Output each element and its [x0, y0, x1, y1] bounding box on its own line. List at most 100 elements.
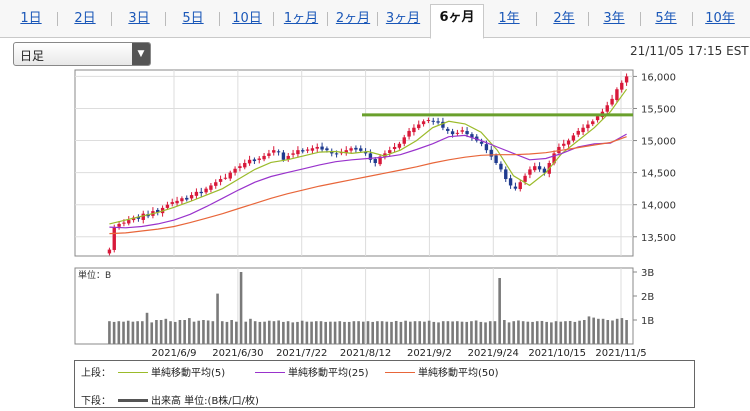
candle-body [223, 177, 228, 179]
candle-body [238, 166, 242, 169]
volume-bar [150, 322, 154, 344]
volume-bar [371, 321, 375, 344]
legend-upper-row: 上段： [81, 364, 111, 379]
volume-bar [338, 321, 342, 344]
tab-1d[interactable]: 1日 [20, 11, 42, 26]
interval-select[interactable]: 日足 ▼ [13, 42, 151, 66]
volume-bar [173, 321, 177, 344]
x-tick-label: 2021/10/15 [528, 348, 586, 359]
candle-body [591, 121, 595, 125]
tab-2m[interactable]: 2ヶ月 [335, 11, 371, 26]
volume-bar [314, 321, 318, 344]
x-tick-label: 2021/9/24 [468, 348, 519, 359]
volume-bar [310, 321, 313, 344]
candle-body [557, 146, 561, 153]
volume-bar [517, 320, 520, 344]
chevron-down-icon[interactable]: ▼ [132, 43, 150, 65]
tab-divider [692, 12, 693, 26]
tab-2d[interactable]: 2日 [74, 11, 96, 26]
volume-bar [498, 278, 501, 344]
candle-body [141, 213, 145, 220]
candle-body [165, 204, 170, 208]
volume-bar [568, 320, 572, 344]
tab-3m[interactable]: 3ヶ月 [385, 11, 421, 26]
volume-bar [573, 321, 577, 344]
volume-bar [488, 321, 492, 344]
volume-bar [112, 321, 116, 344]
x-tick-label: 2021/11/5 [595, 348, 646, 359]
candle-body [281, 152, 286, 160]
volume-bar [230, 320, 233, 344]
tab-2y[interactable]: 2年 [553, 11, 575, 26]
candle-body [407, 130, 411, 137]
volume-bar [319, 321, 323, 344]
legend-ma50-label: 単純移動平均(50) [418, 368, 499, 379]
tab-10d[interactable]: 10日 [232, 11, 262, 26]
volume-bar [611, 320, 614, 344]
volume-bar [202, 320, 205, 344]
tab-5d[interactable]: 5日 [182, 11, 204, 26]
volume-bar [474, 320, 478, 344]
candle-body [320, 146, 324, 150]
volume-bar [164, 318, 168, 344]
candle-body [344, 150, 348, 154]
volume-bar [366, 321, 370, 344]
volume-bar [456, 321, 459, 344]
volume-bar [479, 321, 483, 344]
candle-body [228, 172, 232, 179]
price-panel: 16,000 15,500 15,000 14,500 14,000 13,500 [74, 69, 676, 257]
candle-body [175, 200, 179, 204]
candle-body [470, 134, 474, 138]
candle-body [431, 120, 435, 122]
volume-bar [333, 321, 337, 344]
candle-body [204, 188, 208, 193]
legend-volume: 出来高 単位:(B株/口/枚) [118, 392, 259, 407]
candle-body [436, 121, 440, 123]
tab-6m[interactable]: 6ヶ月 [430, 4, 484, 39]
tab-3d[interactable]: 3日 [128, 11, 150, 26]
volume-bar [145, 312, 149, 344]
candle-body [479, 141, 484, 144]
volume-bar [300, 320, 304, 344]
tab-divider [327, 12, 328, 26]
volume-bar [507, 322, 511, 344]
candle-body [581, 127, 585, 133]
candle-body [562, 143, 566, 146]
candle-body [586, 124, 590, 129]
tab-10y[interactable]: 10年 [705, 11, 735, 26]
volume-bar [136, 321, 139, 344]
tab-1y[interactable]: 1年 [498, 11, 520, 26]
volume-bar [188, 318, 191, 344]
volume-panel: 3B 2B 1B 単位：B [74, 267, 654, 345]
volume-bar [437, 322, 440, 344]
legend-ma5-swatch [118, 371, 148, 373]
candle-body [484, 144, 489, 151]
volume-bar [625, 320, 628, 344]
tab-1m[interactable]: 1ヶ月 [283, 11, 319, 26]
moving-average-line [109, 88, 628, 225]
candle-body [441, 121, 445, 128]
volume-bar [545, 321, 548, 344]
volume-bar [122, 321, 125, 344]
candle-body [475, 136, 479, 141]
volume-bar [418, 321, 422, 344]
candle-body [624, 76, 629, 83]
tab-5y[interactable]: 5年 [655, 11, 677, 26]
volume-bar [582, 320, 586, 344]
candle-body [542, 168, 547, 173]
volume-bar [578, 320, 581, 344]
tab-3y[interactable]: 3年 [603, 11, 625, 26]
candle-body [595, 116, 600, 121]
timestamp: 21/11/05 17:15 EST [630, 44, 749, 58]
candle-body [460, 130, 464, 132]
volume-bar [235, 321, 238, 344]
candle-body [504, 169, 508, 180]
moving-average-line [109, 136, 627, 235]
candle-body [499, 163, 503, 170]
candle-body [373, 159, 377, 163]
volume-bar [451, 321, 454, 344]
volume-bar [272, 321, 276, 344]
volume-bar [526, 321, 530, 344]
legend-volume-label: 出来高 単位:(B株/口/枚) [151, 396, 259, 407]
candle-body [180, 198, 184, 202]
